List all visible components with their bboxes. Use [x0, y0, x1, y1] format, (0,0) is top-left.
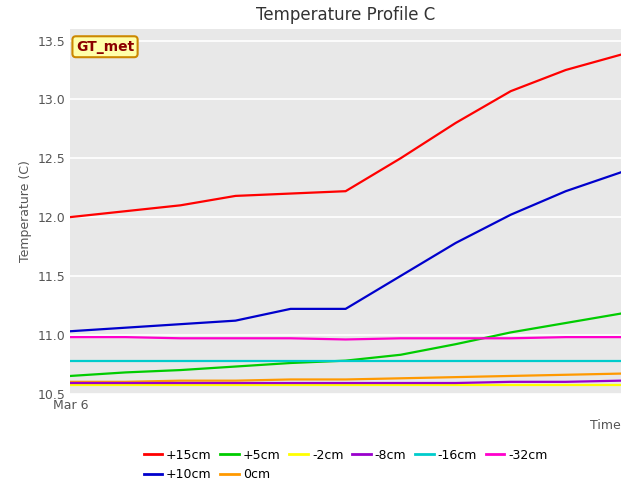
- +5cm: [397, 352, 404, 358]
- -8cm: [342, 380, 349, 386]
- 0cm: [562, 372, 570, 378]
- Legend: +15cm, +10cm, +5cm, 0cm, -2cm, -8cm, -16cm, -32cm: +15cm, +10cm, +5cm, 0cm, -2cm, -8cm, -16…: [139, 444, 552, 480]
- +15cm: [617, 52, 625, 58]
- -2cm: [397, 383, 404, 388]
- Text: GT_met: GT_met: [76, 40, 134, 54]
- +15cm: [232, 193, 239, 199]
- -2cm: [67, 383, 74, 388]
- Title: Temperature Profile C: Temperature Profile C: [256, 6, 435, 24]
- +10cm: [562, 188, 570, 194]
- 0cm: [617, 371, 625, 376]
- +5cm: [452, 341, 460, 347]
- 0cm: [232, 378, 239, 384]
- -8cm: [562, 379, 570, 384]
- -2cm: [617, 383, 625, 388]
- -32cm: [232, 336, 239, 341]
- +15cm: [287, 191, 294, 196]
- -8cm: [397, 380, 404, 386]
- +15cm: [122, 208, 129, 214]
- -8cm: [122, 380, 129, 386]
- -32cm: [452, 336, 460, 341]
- +5cm: [67, 373, 74, 379]
- -32cm: [177, 336, 184, 341]
- 0cm: [287, 377, 294, 383]
- +5cm: [617, 311, 625, 316]
- +15cm: [342, 188, 349, 194]
- -32cm: [287, 336, 294, 341]
- +10cm: [342, 306, 349, 312]
- +5cm: [232, 364, 239, 370]
- -16cm: [397, 358, 404, 363]
- -8cm: [232, 380, 239, 386]
- Line: +15cm: +15cm: [70, 55, 621, 217]
- -32cm: [122, 334, 129, 340]
- +15cm: [177, 203, 184, 208]
- +15cm: [397, 156, 404, 161]
- +10cm: [67, 328, 74, 334]
- -16cm: [177, 358, 184, 363]
- -8cm: [617, 378, 625, 384]
- +5cm: [287, 360, 294, 366]
- +10cm: [122, 325, 129, 331]
- -32cm: [617, 334, 625, 340]
- -2cm: [232, 383, 239, 388]
- Line: -32cm: -32cm: [70, 337, 621, 339]
- Line: +10cm: +10cm: [70, 172, 621, 331]
- +15cm: [67, 214, 74, 220]
- 0cm: [177, 378, 184, 384]
- -16cm: [122, 358, 129, 363]
- +5cm: [122, 370, 129, 375]
- -2cm: [122, 383, 129, 388]
- Y-axis label: Temperature (C): Temperature (C): [19, 160, 32, 262]
- -16cm: [452, 358, 460, 363]
- -2cm: [452, 383, 460, 388]
- -16cm: [617, 358, 625, 363]
- +5cm: [507, 330, 515, 336]
- -16cm: [232, 358, 239, 363]
- -16cm: [507, 358, 515, 363]
- Text: Time: Time: [590, 419, 621, 432]
- -8cm: [507, 379, 515, 384]
- -8cm: [177, 380, 184, 386]
- 0cm: [452, 374, 460, 380]
- -8cm: [67, 380, 74, 386]
- -16cm: [287, 358, 294, 363]
- -16cm: [67, 358, 74, 363]
- -2cm: [507, 383, 515, 388]
- +5cm: [177, 367, 184, 373]
- -32cm: [342, 336, 349, 342]
- +15cm: [562, 67, 570, 73]
- +15cm: [507, 88, 515, 94]
- 0cm: [397, 375, 404, 381]
- -2cm: [562, 383, 570, 388]
- -32cm: [397, 336, 404, 341]
- 0cm: [122, 379, 129, 384]
- Line: +5cm: +5cm: [70, 313, 621, 376]
- -16cm: [342, 358, 349, 363]
- -32cm: [67, 334, 74, 340]
- -8cm: [287, 380, 294, 386]
- +10cm: [232, 318, 239, 324]
- -2cm: [287, 383, 294, 388]
- +10cm: [617, 169, 625, 175]
- 0cm: [67, 379, 74, 384]
- Line: -8cm: -8cm: [70, 381, 621, 383]
- -32cm: [562, 334, 570, 340]
- +10cm: [397, 273, 404, 279]
- +10cm: [287, 306, 294, 312]
- +15cm: [452, 120, 460, 126]
- -2cm: [177, 383, 184, 388]
- -8cm: [452, 380, 460, 386]
- +10cm: [177, 321, 184, 327]
- +10cm: [507, 212, 515, 217]
- 0cm: [342, 377, 349, 383]
- -16cm: [562, 358, 570, 363]
- -32cm: [507, 336, 515, 341]
- -2cm: [342, 383, 349, 388]
- +5cm: [562, 320, 570, 326]
- +5cm: [342, 358, 349, 363]
- +10cm: [452, 240, 460, 246]
- Line: 0cm: 0cm: [70, 373, 621, 382]
- 0cm: [507, 373, 515, 379]
